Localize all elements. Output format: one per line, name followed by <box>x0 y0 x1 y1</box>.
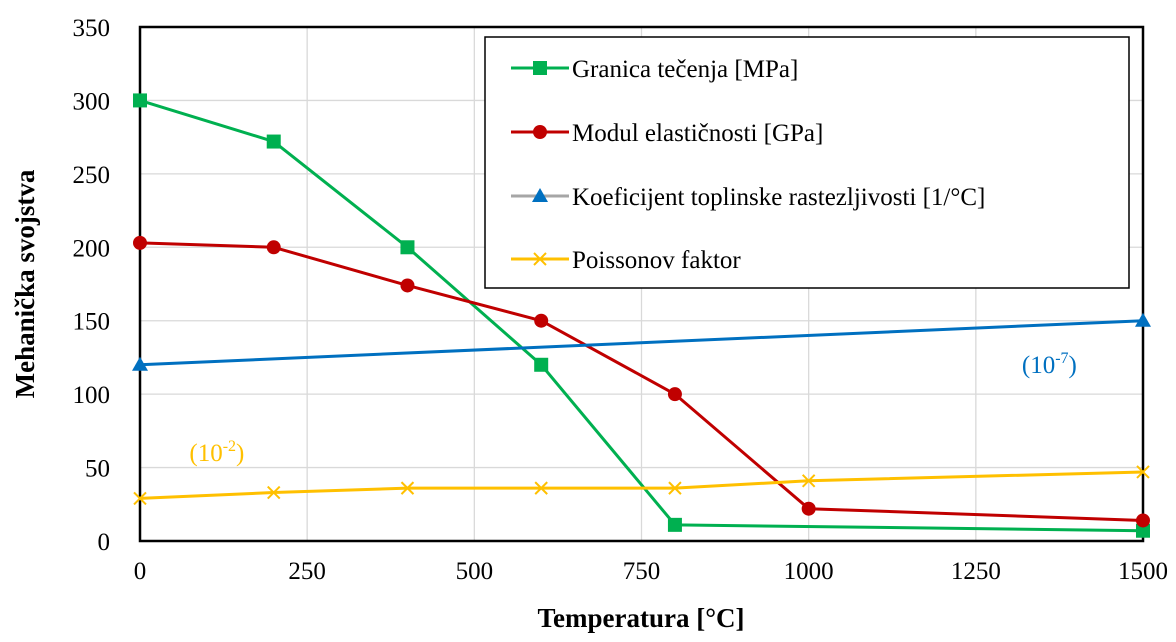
annotations: (10-7)(10-2) <box>189 350 1076 467</box>
series-line <box>139 98 1144 533</box>
y-tick-label: 0 <box>98 529 111 556</box>
y-tick-label: 150 <box>73 309 111 336</box>
legend-label: Modul elastičnosti [GPa] <box>572 120 823 147</box>
marker-stroke <box>1136 465 1150 479</box>
x-axis-title: Temperatura [°C] <box>537 603 744 633</box>
y-tick-label: 50 <box>85 456 110 483</box>
legend-swatch-marker <box>533 125 547 139</box>
legend-label: Koeficijent toplinske rastezljivosti [1/… <box>572 184 985 211</box>
data-point <box>133 235 147 250</box>
series-2 <box>133 235 1150 528</box>
series-1 <box>133 93 1150 538</box>
marker-stroke <box>801 474 816 488</box>
y-axis-title: Mehanička svojstva <box>10 169 40 398</box>
legend-entry-1: Granica tečenja [MPa] <box>511 56 798 83</box>
y-tick-label: 200 <box>73 235 111 262</box>
legend-swatch-marker <box>532 188 548 202</box>
legend-swatch-marker <box>533 252 547 266</box>
data-point <box>1136 465 1150 479</box>
y-tick-label: 250 <box>73 162 111 189</box>
y-tick-label: 300 <box>73 88 111 115</box>
data-point <box>266 240 281 255</box>
data-point <box>534 357 549 372</box>
data-point <box>1136 513 1150 528</box>
y-tick-label: 100 <box>73 382 111 409</box>
marker-stroke <box>400 481 415 495</box>
legend-box <box>484 36 1130 289</box>
marker-stroke <box>267 485 281 500</box>
data-point <box>667 387 682 402</box>
legend-entry-3: Koeficijent toplinske rastezljivosti [1/… <box>511 184 985 211</box>
data-point <box>400 278 415 293</box>
annotation-close: ) <box>1069 352 1077 379</box>
marker-stroke <box>668 481 682 495</box>
legend: Granica tečenja [MPa] Modul elastičnosti … <box>484 36 1130 289</box>
x-tick-label: 0 <box>134 558 147 585</box>
x-tick-label: 500 <box>456 558 494 585</box>
data-point <box>667 517 682 532</box>
annotation-base: (10 <box>1022 352 1055 379</box>
annotation-exponent: -7 <box>1055 350 1068 367</box>
annotation-base: (10 <box>189 440 222 467</box>
data-point <box>133 93 147 108</box>
legend-label: Poissonov faktor <box>572 247 741 274</box>
data-point <box>400 240 415 255</box>
data-point <box>534 481 548 495</box>
data-point <box>400 481 415 495</box>
scale-annotation: (10-2) <box>189 438 244 467</box>
data-point <box>1136 523 1150 538</box>
y-tick-label: 350 <box>73 15 111 42</box>
tick-labels: 0 250 500 750 1000 1250 1500 0 50 100 150 200 250 300… <box>73 15 1169 585</box>
x-tick-label: 1500 <box>1118 558 1168 585</box>
data-point <box>534 313 549 328</box>
data-point <box>132 356 148 371</box>
series-line <box>139 319 1144 367</box>
data-point <box>801 474 816 488</box>
data-point <box>1135 312 1151 327</box>
marker-stroke <box>534 481 548 495</box>
data-point <box>133 491 147 506</box>
annotation-close: ) <box>236 440 244 467</box>
legend-swatch-marker <box>533 61 547 75</box>
data-point <box>267 485 281 500</box>
data-point <box>668 481 682 495</box>
x-tick-label: 1250 <box>951 558 1001 585</box>
plot-area-border <box>138 25 1145 543</box>
series-layer <box>132 93 1151 538</box>
marker-stroke <box>133 491 147 506</box>
marker-stroke <box>533 252 547 266</box>
legend-entry-2: Modul elastičnosti [GPa] <box>511 120 823 147</box>
x-tick-label: 750 <box>623 558 661 585</box>
x-tick-label: 1000 <box>784 558 834 585</box>
series-4 <box>133 465 1150 506</box>
legend-entry-4: Poissonov faktor <box>511 247 741 274</box>
annotation-exponent: -2 <box>223 438 236 455</box>
data-point <box>266 134 281 149</box>
scale-annotation: (10-7) <box>1022 350 1077 379</box>
legend-label: Granica tečenja [MPa] <box>572 56 798 83</box>
series-3 <box>132 312 1151 371</box>
x-tick-label: 250 <box>288 558 326 585</box>
data-point <box>801 501 816 516</box>
legend-entries: Granica tečenja [MPa] Modul elastičnosti … <box>511 56 985 274</box>
